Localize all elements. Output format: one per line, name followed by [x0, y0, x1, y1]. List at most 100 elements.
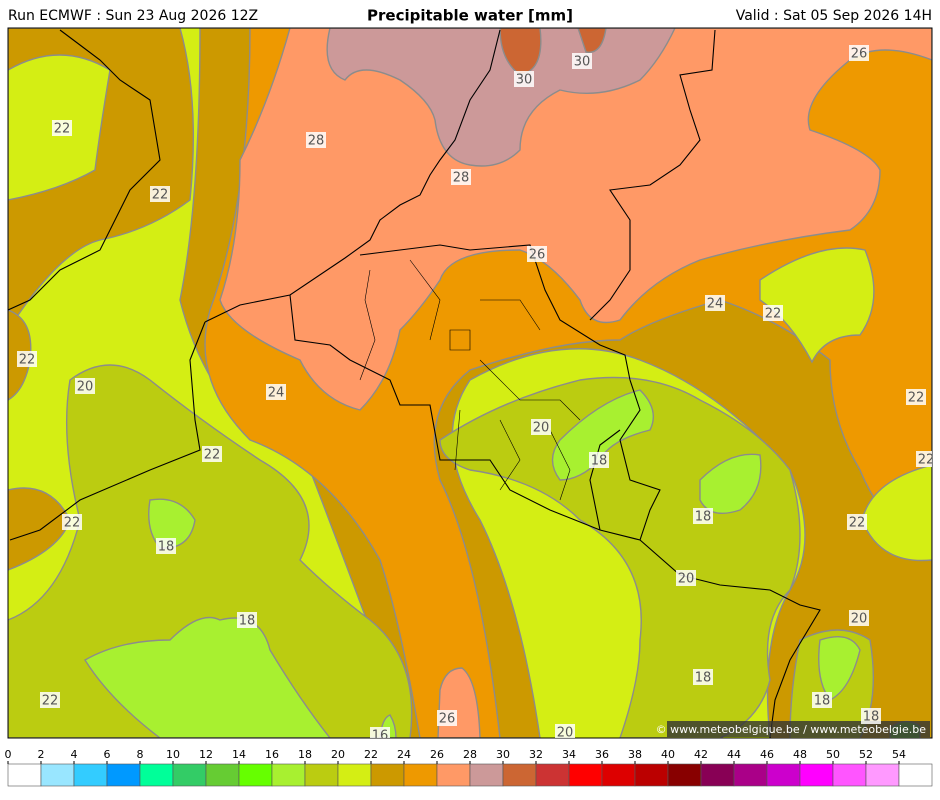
colorbar-box: [271, 763, 306, 787]
contour-label-bg: [52, 120, 72, 136]
colorbar-tick-label: 50: [826, 748, 840, 761]
colorbar-box: [568, 763, 603, 787]
colorbar-tick-label: 40: [661, 748, 675, 761]
contour-label-bg: [555, 724, 575, 738]
contour-label-bg: [306, 132, 326, 148]
contour-labels: 22 22 28 28 30 30 26 26 24 22 22 20 24 22 22 20 22 18 18 22…: [17, 45, 935, 744]
colorbar-tick-label: 28: [463, 748, 477, 761]
contour-label: 18: [239, 614, 256, 629]
contour-label: 22: [19, 353, 36, 368]
colorbar-box: [337, 763, 372, 787]
contour-label-bg: [763, 305, 783, 321]
contour-label: 22: [204, 448, 221, 463]
contour-label: 30: [516, 73, 533, 88]
colorbar-tick-label: 8: [137, 748, 144, 761]
colorbar-tick-label: 32: [529, 748, 543, 761]
colorbar-box: [700, 763, 735, 787]
contour-label: 22: [908, 391, 925, 406]
contour-label-bg: [370, 727, 390, 738]
contour-label: 30: [574, 55, 591, 70]
colorbar-box: [766, 763, 801, 787]
contour-label-bg: [531, 419, 551, 435]
colorbar-tick-label: 34: [562, 748, 576, 761]
contour-label-bg: [693, 669, 713, 685]
colorbar-box: [7, 763, 42, 787]
contour-label-bg: [693, 508, 713, 524]
contour-label-bg: [589, 452, 609, 468]
copyright: © www.meteobelgique.be / www.meteobelgie…: [656, 723, 927, 736]
contour-label-bg: [676, 570, 696, 586]
colorbar-box: [205, 763, 240, 787]
contour-label-bg: [572, 53, 592, 69]
colorbar-tick-label: 46: [760, 748, 774, 761]
contour-label: 22: [152, 188, 169, 203]
contour-label: 28: [453, 171, 470, 186]
contour-label-bg: [237, 612, 257, 628]
colorbar-tick-label: 2: [38, 748, 45, 761]
colorbar-box: [601, 763, 636, 787]
contour-label-bg: [156, 538, 176, 554]
contour-label-bg: [17, 351, 37, 367]
contour-label-bg: [75, 378, 95, 394]
colorbar-box: [172, 763, 207, 787]
colorbar-box: [799, 763, 834, 787]
contour-label-bg: [906, 389, 926, 405]
colorbar-tick-label: 36: [595, 748, 609, 761]
colorbar-tick-label: 44: [727, 748, 741, 761]
contour-label: 26: [851, 47, 868, 62]
colorbar-tick-label: 14: [232, 748, 246, 761]
colorbar-tick-label: 30: [496, 748, 510, 761]
colorbar-tick-label: 6: [104, 748, 111, 761]
contour-label: 26: [439, 712, 456, 727]
contour-label: 20: [533, 421, 550, 436]
contour-label: 26: [529, 248, 546, 263]
contour-label: 22: [64, 516, 81, 531]
contour-label: 22: [918, 453, 935, 468]
map-title: Precipitable water [mm]: [367, 7, 573, 25]
contour-label-bg: [62, 514, 82, 530]
colorbar-box: [238, 763, 273, 787]
contour-label-bg: [847, 514, 867, 530]
contour-label: 20: [77, 380, 94, 395]
contour-label: 20: [851, 612, 868, 627]
contour-label-bg: [849, 45, 869, 61]
colorbar-box: [370, 763, 405, 787]
map-field: [8, 28, 932, 738]
colorbar-tick-label: 38: [628, 748, 642, 761]
contour-label-bg: [812, 692, 832, 708]
contour-label-bg: [849, 610, 869, 626]
colorbar-tick-label: 48: [793, 748, 807, 761]
colorbar-tick-label: 4: [71, 748, 78, 761]
contour-label-bg: [150, 186, 170, 202]
colorbar-box: [436, 763, 471, 787]
colorbar-tick-label: 42: [694, 748, 708, 761]
colorbar-tick-label: 20: [331, 748, 345, 761]
colorbar-box: [40, 763, 75, 787]
colorbar-box: [535, 763, 570, 787]
colorbar-box: [403, 763, 438, 787]
contour-label-bg: [916, 451, 932, 467]
contour-label: 22: [54, 122, 71, 137]
colorbar-box: [106, 763, 141, 787]
colorbar-box: [73, 763, 108, 787]
colorbar-tick-label: 54: [892, 748, 906, 761]
contour-label-bg: [437, 710, 457, 726]
colorbar-box: [832, 763, 867, 787]
contour-label: 18: [863, 710, 880, 725]
contour-label: 28: [308, 134, 325, 149]
contour-label: 16: [372, 729, 389, 744]
contour-label-bg: [705, 295, 725, 311]
map-frame: [7, 27, 933, 739]
contour-label: 18: [158, 540, 175, 555]
colorbar-box: [898, 763, 933, 787]
colorbar-tick-label: 10: [166, 748, 180, 761]
colorbar-box: [865, 763, 900, 787]
contour-label: 20: [557, 726, 574, 741]
valid-info: Valid : Sat 05 Sep 2026 14H: [736, 8, 932, 24]
run-info: Run ECMWF : Sun 23 Aug 2026 12Z: [8, 8, 258, 24]
contour-label: 22: [765, 307, 782, 322]
colorbar-box: [667, 763, 702, 787]
colorbar-tick-label: 24: [397, 748, 411, 761]
colorbar-box: [304, 763, 339, 787]
